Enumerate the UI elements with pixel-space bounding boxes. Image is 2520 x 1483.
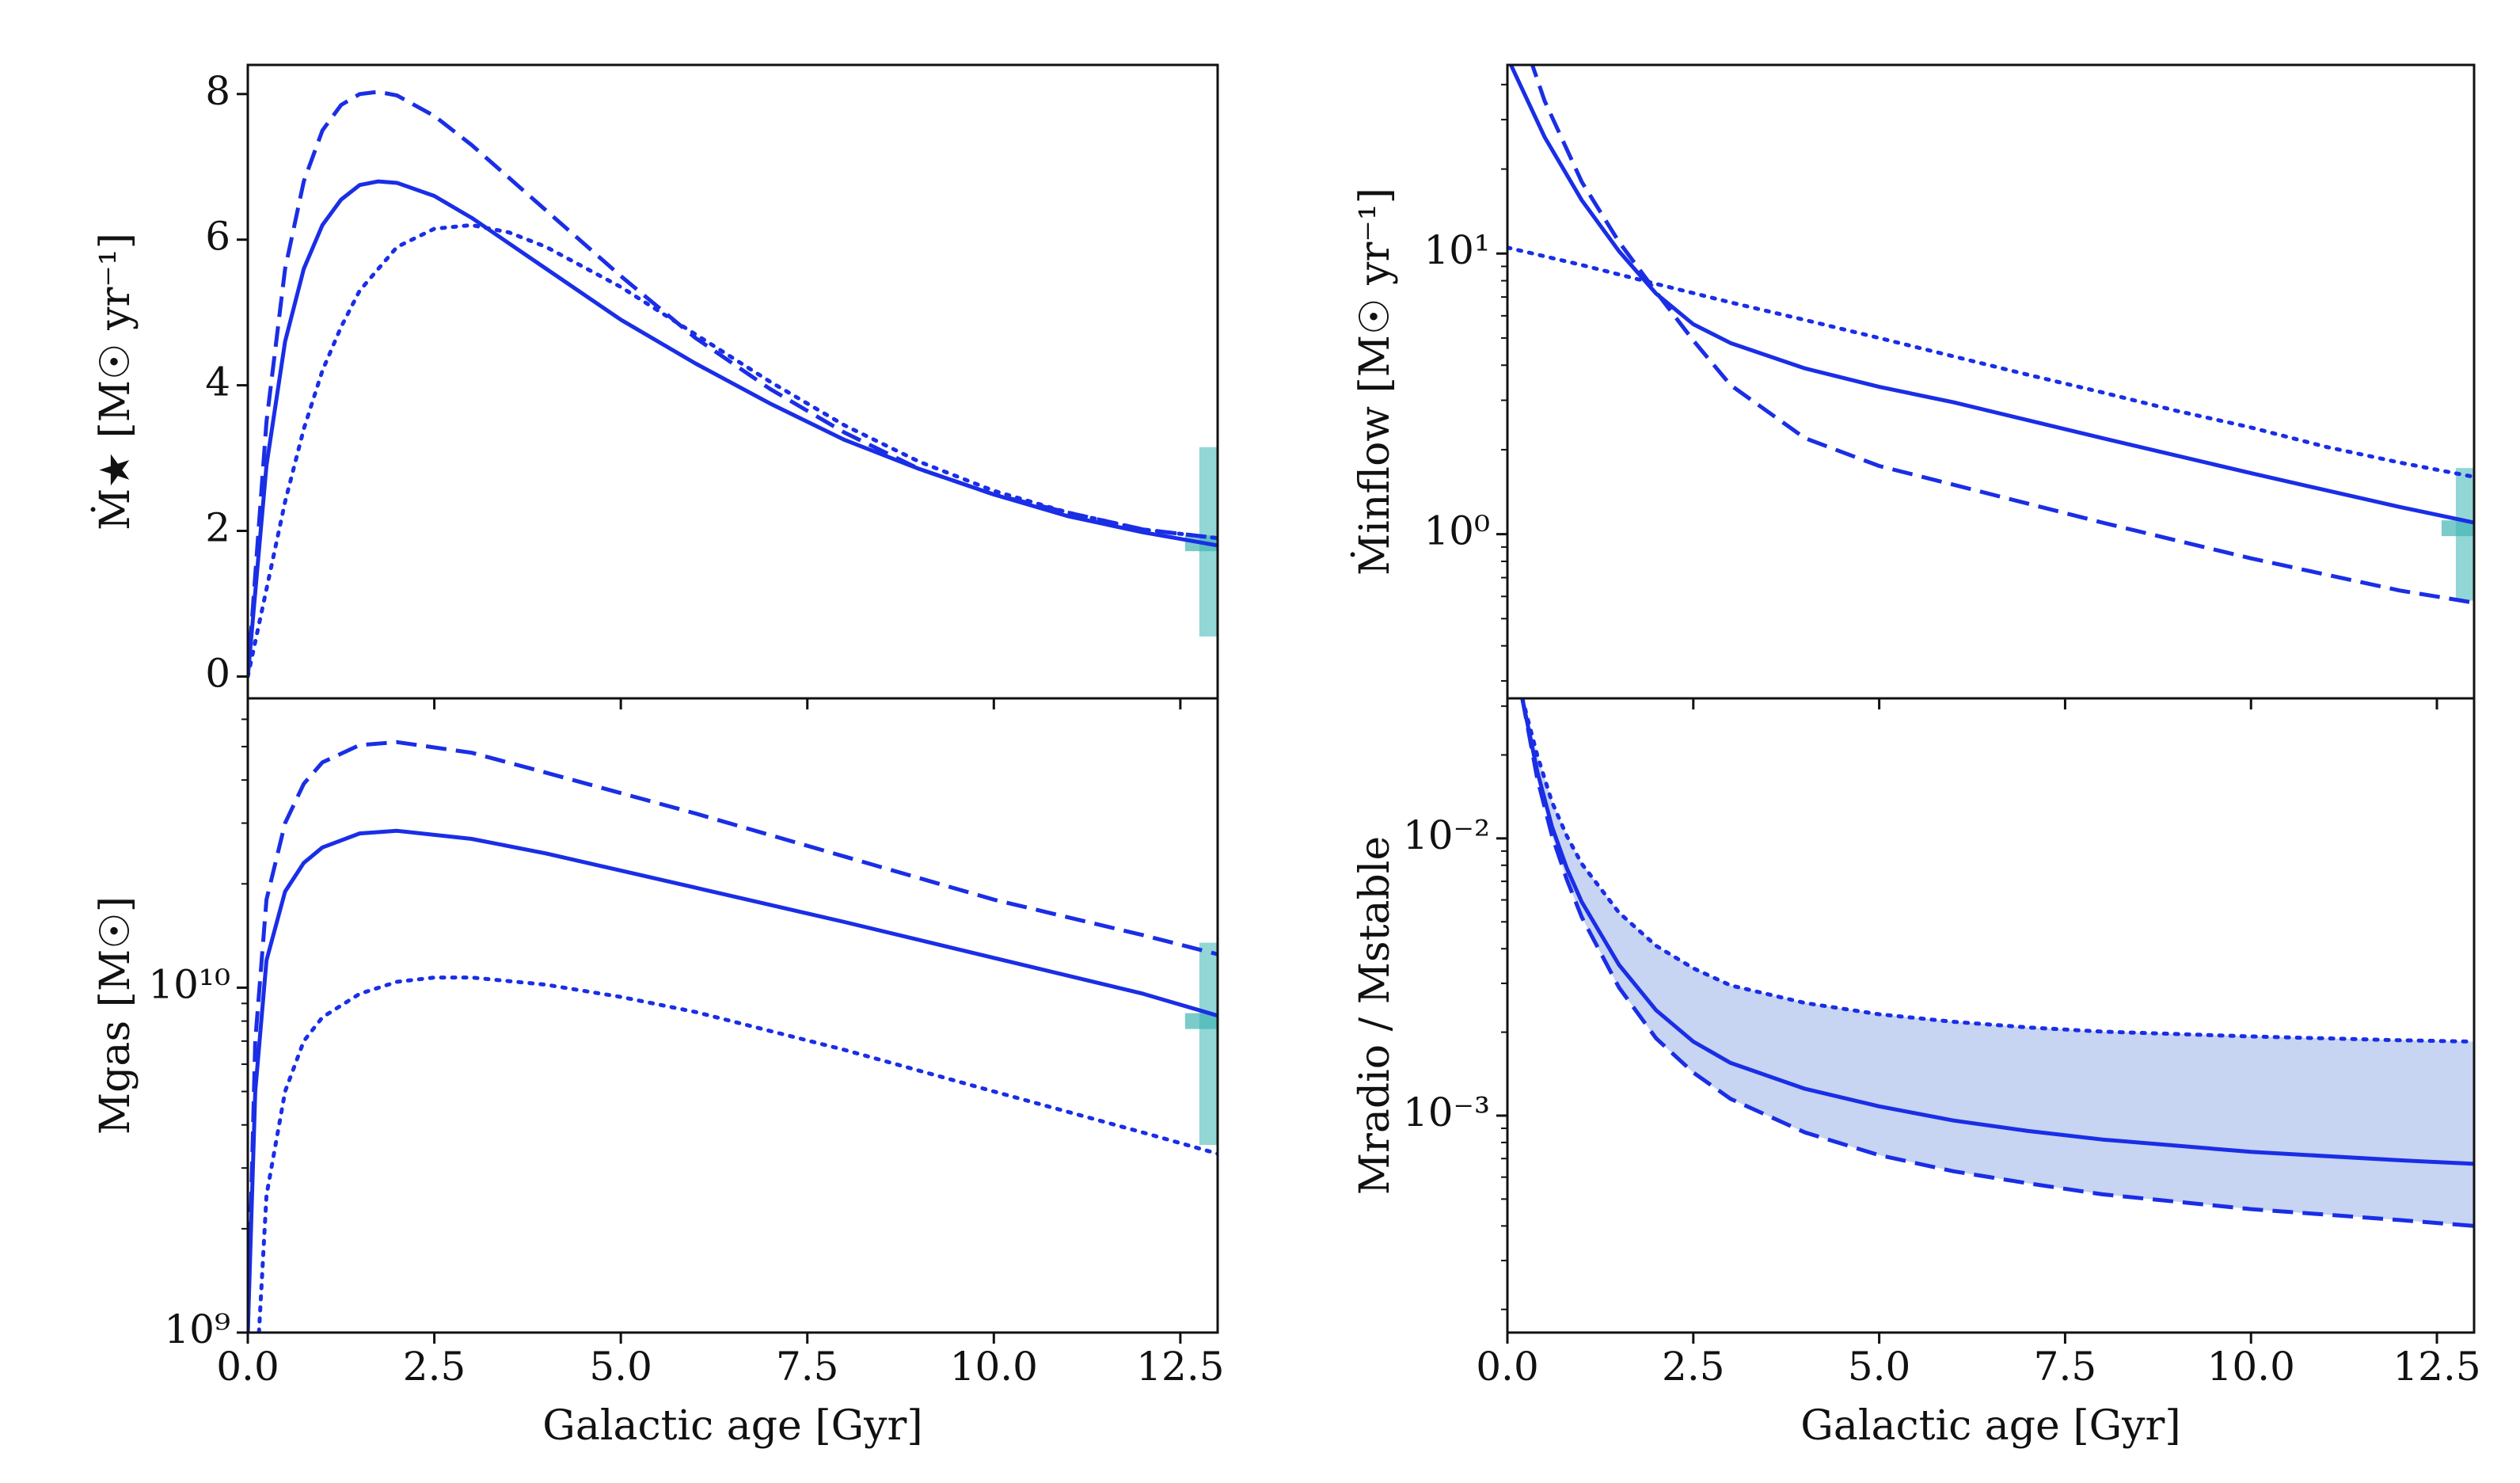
y-tick-label: 10⁻² [1403,812,1490,858]
y-axis-label: Mgas [M☉] [92,896,139,1135]
y-tick-label: 8 [205,68,230,114]
panel-sfr: 0 2 4 6 8 Ṁ★ [M☉ yr⁻¹] [91,63,1219,709]
panel-ratio: 10⁻³ 10⁻² 0.0 2.5 5.0 7.5 10.0 12.5 Galactic age… [1351,697,2481,1450]
panel-inflow: 10⁰ 10¹ Ṁinflow [M☉ yr⁻¹] [1351,63,2476,709]
x-axis-label: Galactic age [Gyr] [542,1402,922,1450]
axes-frame-gas [246,697,1219,1334]
x-tick-label: 10.0 [2207,1344,2295,1390]
series-line-solid [1508,65,2474,525]
series-line-dashed [248,740,1218,1333]
series-line-dotted [1507,245,2474,479]
x-tick-label: 5.0 [1848,1344,1911,1390]
series-line-solid [248,179,1218,677]
observation-marker-gas [1184,1013,1218,1029]
x-tick-label: 12.5 [2393,1344,2480,1390]
x-tick-label: 0.0 [1476,1344,1539,1390]
x-tick-label: 7.5 [2034,1344,2097,1390]
x-tick-label: 2.5 [403,1344,466,1390]
y-tick-label: 0 [205,650,230,696]
plot-area-ratio [1520,698,2474,1228]
axes-frame-ratio [1506,697,2476,1334]
x-axis-label: Galactic age [Gyr] [1800,1402,2180,1450]
y-axis-label: Ṁ★ [M☉ yr⁻¹] [91,233,139,530]
y-axis-label: Mradio / Mstable [1351,836,1399,1195]
series-line-solid [248,828,1218,1333]
x-tick-label: 5.0 [589,1344,652,1390]
y-tick-label: 4 [205,359,230,405]
x-tick-label: 2.5 [1662,1344,1725,1390]
y-axis-label: Ṁinflow [M☉ yr⁻¹] [1351,188,1399,576]
axes-frame-inflow [1506,63,2476,700]
series-line-dashed [248,89,1218,677]
observation-marker-inflow [2441,520,2474,537]
x-tick-label: 12.5 [1136,1344,1224,1390]
series-line-solid [1520,698,2474,1166]
series-line-dotted [257,975,1218,1333]
observation-band-gas [1199,942,1218,1146]
y-tick-label: 10¹⁰ [148,961,230,1007]
plot-area-gas [248,740,1218,1333]
y-tick-label: 10⁰ [1423,508,1490,554]
x-tick-label: 10.0 [950,1344,1038,1390]
plot-area-inflow [1507,65,2474,605]
series-line-dotted [248,222,1218,679]
series-line-dotted [1520,698,2474,1044]
y-tick-label: 10⁹ [164,1306,230,1352]
x-tick-label: 7.5 [776,1344,839,1390]
y-tick-label: 6 [205,214,230,260]
y-tick-label: 10¹ [1423,227,1490,273]
shaded-band-ratio [1522,698,2474,1226]
panel-gas: 10⁹ 10¹⁰ 0.0 2.5 5.0 7.5 10.0 12.5 Galactic age … [92,697,1225,1450]
plot-area-sfr [248,89,1218,679]
series-line-dashed [1530,65,2474,605]
y-tick-label: 10⁻³ [1403,1089,1490,1135]
y-tick-label: 2 [205,505,230,551]
series-line-dashed [1520,698,2474,1228]
x-tick-label: 0.0 [216,1344,279,1390]
